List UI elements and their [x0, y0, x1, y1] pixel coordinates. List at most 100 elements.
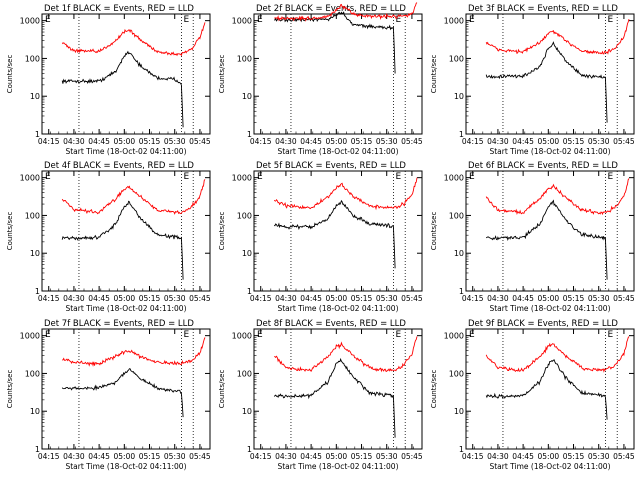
y-axis-label: Counts/sec [6, 370, 14, 409]
x-tick-label: 04:30 [487, 294, 509, 303]
y-axis-label: Counts/sec [218, 212, 226, 251]
x-tick-label: 05:45 [401, 294, 423, 303]
y-tick-label: 10 [454, 92, 464, 101]
x-axis-label: Start Time (18-Oct-02 04:11:00) [65, 304, 186, 313]
x-tick-label: 05:00 [538, 452, 560, 461]
panel-det-2: Det 2f BLACK = Events, RED = LLD Counts/s… [218, 2, 423, 156]
e-marker: E [607, 172, 613, 182]
x-tick-label: 05:45 [189, 137, 211, 146]
y-tick-label: 100 [25, 211, 40, 220]
x-tick-label: 05:15 [139, 452, 161, 461]
x-tick-label: 04:15 [38, 452, 60, 461]
y-axis-label: Counts/sec [218, 370, 226, 409]
x-tick-label: 05:15 [563, 294, 585, 303]
x-tick-label: 04:15 [250, 137, 272, 146]
y-tick-label: 10 [242, 92, 252, 101]
y-axis-label: Counts/sec [218, 55, 226, 94]
series-lld [485, 336, 630, 373]
x-tick-label: 05:45 [189, 294, 211, 303]
x-tick-label: 05:00 [114, 452, 136, 461]
series-events [61, 368, 184, 418]
e-marker: E [469, 330, 475, 340]
e-marker: E [257, 15, 263, 25]
y-tick-label: 1 [35, 445, 40, 454]
x-tick-label: 05:45 [613, 294, 635, 303]
y-tick-label: 10 [454, 249, 464, 258]
x-tick-label: 04:30 [275, 294, 297, 303]
x-tick-label: 05:00 [538, 137, 560, 146]
x-axis-label: Start Time (18-Oct-02 04:11:00) [489, 304, 610, 313]
x-tick-label: 04:30 [275, 137, 297, 146]
e-marker: E [607, 330, 613, 340]
y-tick-label: 100 [25, 369, 40, 378]
e-marker: E [183, 330, 189, 340]
x-tick-label: 04:45 [512, 452, 534, 461]
y-tick-label: 100 [237, 54, 252, 63]
panel-title: Det 8f BLACK = Events, RED = LLD [256, 319, 406, 329]
series-lld [274, 2, 418, 22]
x-tick-label: 05:15 [139, 137, 161, 146]
x-tick-label: 04:45 [88, 294, 110, 303]
x-tick-label: 05:45 [613, 137, 635, 146]
y-tick-label: 1000 [232, 17, 252, 26]
panel-det-4: Det 4f BLACK = Events, RED = LLD Counts/s… [6, 161, 211, 313]
y-tick-label: 100 [449, 369, 464, 378]
x-tick-label: 05:45 [189, 452, 211, 461]
y-tick-label: 1000 [20, 332, 40, 341]
y-tick-label: 1 [247, 287, 252, 296]
e-marker: E [257, 330, 263, 340]
x-tick-label: 04:45 [88, 452, 110, 461]
series-events [485, 199, 608, 280]
x-tick-label: 04:45 [300, 137, 322, 146]
x-tick-label: 05:30 [588, 452, 610, 461]
panel-det-1: Det 1f BLACK = Events, RED = LLD Counts/s… [6, 4, 211, 156]
x-tick-label: 04:45 [512, 294, 534, 303]
y-tick-label: 1000 [232, 174, 252, 183]
e-marker: E [257, 172, 263, 182]
e-marker: E [607, 15, 613, 25]
x-tick-label: 05:45 [613, 452, 635, 461]
y-axis-label: Counts/sec [6, 212, 14, 251]
y-axis-label: Counts/sec [430, 370, 438, 409]
y-axis-label: Counts/sec [430, 55, 438, 94]
series-events [61, 200, 184, 280]
y-axis-label: Counts/sec [6, 55, 14, 94]
series-lld [273, 177, 418, 211]
panel-title: Det 5f BLACK = Events, RED = LLD [256, 161, 406, 171]
x-tick-label: 04:45 [300, 452, 322, 461]
x-axis-label: Start Time (18-Oct-02 04:11:00) [277, 462, 398, 471]
panel-title: Det 7f BLACK = Events, RED = LLD [44, 319, 194, 329]
series-lld [485, 18, 630, 55]
x-tick-label: 05:45 [401, 452, 423, 461]
e-marker: E [395, 15, 401, 25]
series-lld [61, 179, 206, 215]
x-tick-label: 04:15 [250, 294, 272, 303]
y-tick-label: 10 [242, 249, 252, 258]
x-tick-label: 04:45 [88, 137, 110, 146]
y-tick-label: 10 [30, 92, 40, 101]
x-tick-label: 04:30 [63, 452, 85, 461]
series-events [273, 199, 396, 269]
x-tick-label: 04:30 [63, 294, 85, 303]
y-tick-label: 1 [247, 445, 252, 454]
x-tick-label: 05:30 [588, 137, 610, 146]
x-tick-label: 04:45 [300, 294, 322, 303]
x-tick-label: 05:15 [351, 294, 373, 303]
e-marker: E [469, 172, 475, 182]
y-tick-label: 1000 [20, 174, 40, 183]
x-tick-label: 04:15 [462, 137, 484, 146]
x-tick-label: 05:15 [563, 452, 585, 461]
y-tick-label: 100 [449, 211, 464, 220]
panel-title: Det 1f BLACK = Events, RED = LLD [44, 4, 194, 14]
panel-det-6: Det 6f BLACK = Events, RED = LLD Counts/s… [430, 161, 635, 313]
y-tick-label: 1000 [444, 332, 464, 341]
x-tick-label: 05:00 [114, 294, 136, 303]
panel-title: Det 3f BLACK = Events, RED = LLD [468, 4, 618, 14]
x-tick-label: 05:30 [376, 452, 398, 461]
x-tick-label: 05:30 [376, 137, 398, 146]
x-tick-label: 05:00 [326, 137, 348, 146]
x-tick-label: 04:30 [63, 137, 85, 146]
plot-frame [465, 170, 635, 292]
x-tick-label: 05:00 [114, 137, 136, 146]
